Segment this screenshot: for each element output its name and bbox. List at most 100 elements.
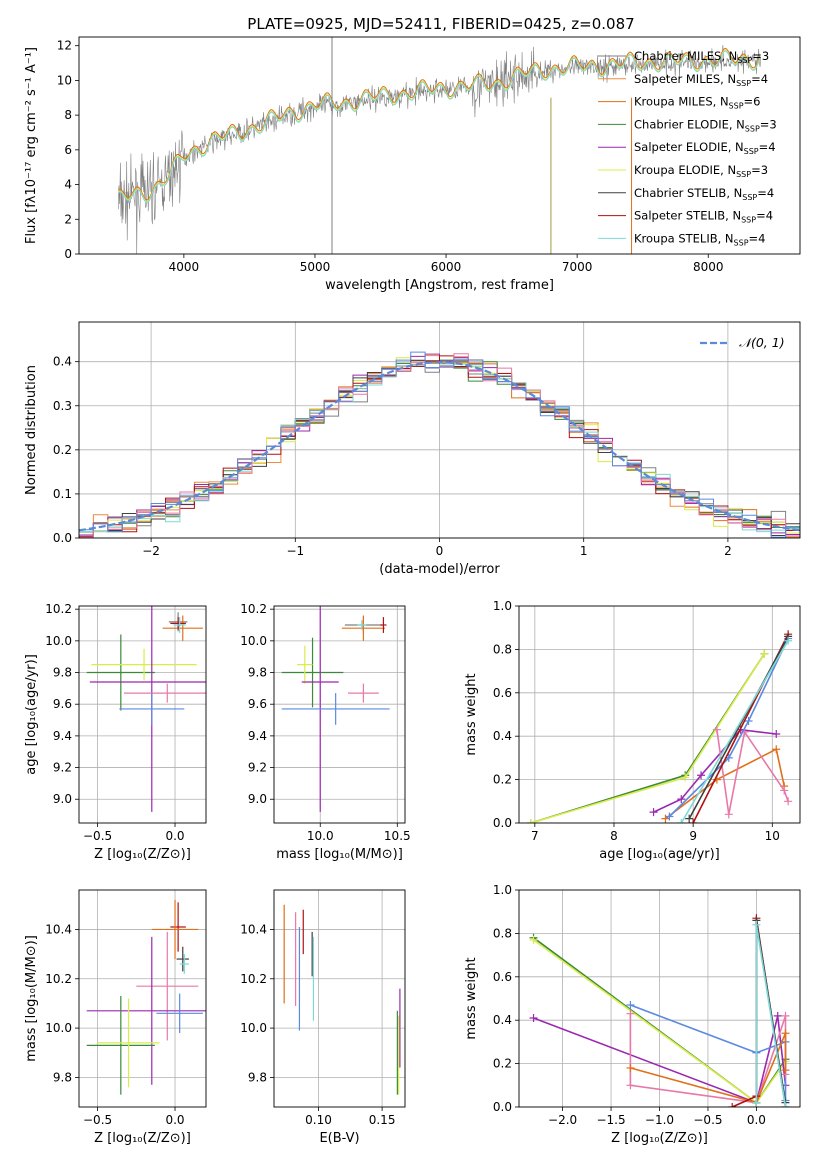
legend-entry: Salpeter ELODIE, NSSP=4 [634, 140, 776, 156]
y-tick-label: 10.0 [45, 1021, 72, 1035]
mass-weight-point-marker [780, 786, 789, 795]
x-tick-label: 0.15 [369, 1113, 396, 1127]
y-axis-label: mass weight [464, 673, 479, 755]
y-tick-label: 8 [64, 108, 72, 122]
x-tick-label: −0.5 [83, 829, 112, 843]
y-axis-label: mass [log₁₀(M/M⊙)] [24, 935, 39, 1062]
legend-entry: Chabrier MILES, NSSP=3 [634, 49, 769, 65]
legend-entry-sub: SSP [741, 216, 756, 225]
legend-entry-sub: SSP [737, 56, 752, 65]
y-tick-label: 9.2 [53, 761, 72, 775]
y-tick-label: 9.8 [248, 1070, 267, 1084]
y-axis-label: age [log₁₀(age/yr)] [24, 654, 39, 775]
legend-entry: Kroupa MILES, NSSP=6 [634, 95, 760, 111]
legend-entry-tail: =4 [759, 140, 776, 154]
y-tick-label: 0.2 [53, 443, 72, 457]
x-tick-label: −1.5 [596, 1113, 625, 1127]
y-tick-label: 9.2 [248, 761, 267, 775]
x-tick-label: 9 [689, 829, 697, 843]
y-axis-label: mass weight [464, 957, 479, 1039]
mass-weight-series-line [688, 636, 789, 820]
y-tick-label: 6 [64, 143, 72, 157]
mass-weight-point-marker [626, 1081, 635, 1090]
x-tick-label: 10.0 [307, 829, 334, 843]
mass-weight-point-marker [784, 797, 793, 806]
mass-weight-point-marker [781, 1011, 790, 1020]
mass-weight-point-marker [784, 636, 793, 645]
mass-weight-point-marker [781, 1029, 790, 1038]
legend-entry-sub: SSP [736, 79, 751, 88]
y-tick-label: 10.0 [45, 634, 72, 648]
axes-frame [518, 605, 801, 824]
plot-area [79, 890, 206, 1107]
y-tick-label: 0.0 [53, 531, 72, 545]
mass-weight-point-marker [724, 810, 733, 819]
legend-entry-sub: SSP [745, 124, 760, 133]
legend-entry-sub: SSP [734, 238, 749, 247]
x-tick-label: 8000 [693, 260, 724, 274]
legend-entry: Kroupa ELODIE, NSSP=3 [634, 163, 768, 179]
age-vs-z-panel: −0.5 0.0 9.0 9.2 9.4 9.6 9.8 10.0 10.2 Z [log₁₀(Z… [24, 602, 207, 862]
y-tick-label: 1.0 [493, 883, 512, 897]
x-axis-label: Z [log₁₀(Z/Z⊙)] [611, 1131, 708, 1146]
legend-entry: 𝒩(0, 1) [739, 335, 785, 350]
x-tick-label: −0.5 [83, 1113, 112, 1127]
y-tick-label: 9.4 [53, 729, 72, 743]
x-tick-label: 7000 [562, 260, 593, 274]
y-tick-label: 0.6 [493, 970, 512, 984]
x-tick-label: 1 [580, 544, 588, 558]
x-axis-label: mass [log₁₀(M/M⊙)] [276, 847, 403, 862]
x-tick-label: 10 [765, 829, 780, 843]
mass-weight-point-marker [772, 745, 781, 754]
legend-entry-label: Kroupa MILES, N [634, 95, 729, 109]
legend-entry-label: Salpeter STELIB, N [634, 209, 741, 223]
legend-entry-tail: =3 [752, 49, 769, 63]
mass-weight-point-marker [677, 819, 686, 823]
mass-weight-series-line [716, 729, 789, 815]
mass-weight-point-marker [744, 717, 753, 726]
residual-histogram-line [79, 351, 800, 538]
x-axis-label: Z [log₁₀(Z/Z⊙)] [94, 847, 191, 862]
spectrum-panel: 4000 5000 6000 7000 8000 0 2 4 6 8 10 12 wavelength … [24, 36, 801, 293]
x-axis-label: wavelength [Angstrom, rest frame] [325, 278, 554, 293]
x-tick-label: 0.0 [165, 829, 184, 843]
legend-entry-label: Salpeter MILES, N [634, 72, 736, 86]
y-tick-label: 9.0 [53, 792, 72, 806]
y-tick-label: 10.0 [240, 1021, 267, 1035]
axes-frame [78, 321, 801, 539]
mass-weight-point-marker [772, 730, 781, 739]
x-tick-label: −1 [286, 544, 304, 558]
massweight-vs-z-panel: −2.0 −1.5 −1.0 −0.5 0.0 0.0 0.2 0.4 0.6 0.8 1.0 Z [… [464, 883, 801, 1146]
x-axis-label: E(B-V) [319, 1131, 359, 1146]
y-tick-label: 0.4 [493, 1013, 512, 1027]
x-tick-label: 6000 [431, 260, 462, 274]
x-tick-label: 0 [436, 544, 444, 558]
plot-area [117, 37, 761, 254]
x-tick-label: −2 [142, 544, 160, 558]
axes-frame [518, 889, 801, 1108]
mass-weight-point-marker [781, 1066, 790, 1075]
mass-weight-point-marker [665, 812, 674, 821]
y-tick-label: 10.2 [45, 602, 72, 616]
mass-weight-point-marker [677, 795, 686, 804]
mass-weight-series-line [630, 1032, 787, 1104]
legend-entry: Salpeter STELIB, NSSP=4 [634, 209, 773, 225]
mass-weight-point-marker [681, 773, 690, 782]
mass-weight-point-marker [712, 725, 721, 734]
mass-weight-point-marker [752, 920, 761, 929]
x-tick-label: 10.5 [384, 829, 411, 843]
y-tick-label: 10.4 [240, 922, 267, 936]
legend-entry-label: Kroupa ELODIE, N [634, 163, 736, 177]
mass-weight-series-line [530, 653, 766, 823]
mass-weight-point-marker [626, 1001, 635, 1010]
model-spectrum-cyan-line [117, 50, 761, 203]
mass-weight-point-marker [529, 935, 538, 944]
y-tick-label: 0 [64, 247, 72, 261]
y-tick-label: 10.2 [240, 972, 267, 986]
y-tick-label: 0.6 [493, 686, 512, 700]
legend-entry-label: Chabrier ELODIE, N [634, 117, 745, 131]
x-tick-label: 0.0 [165, 1113, 184, 1127]
axes-frame [78, 605, 207, 824]
x-tick-label: 7 [531, 829, 539, 843]
